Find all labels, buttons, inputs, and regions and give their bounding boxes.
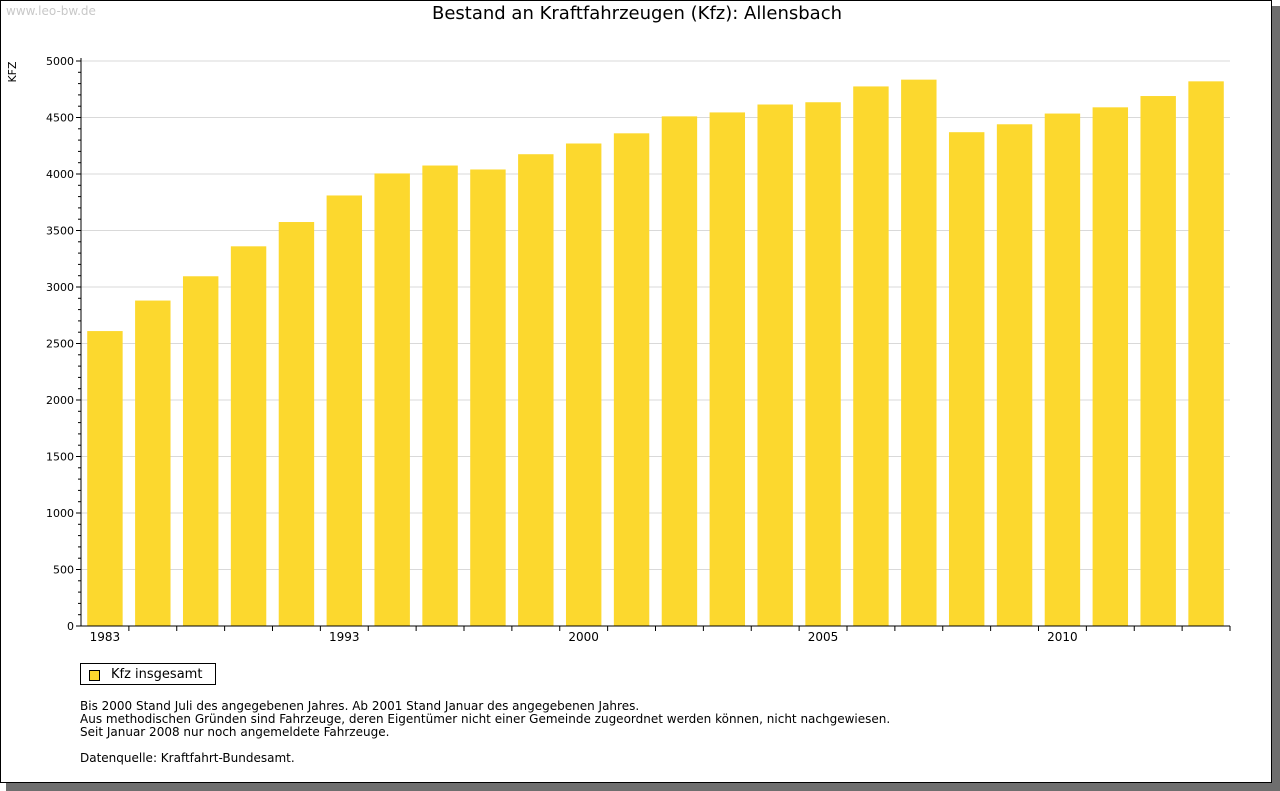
x-tick-label: 1983 <box>90 630 121 644</box>
bar <box>709 112 746 627</box>
bar <box>87 331 123 626</box>
legend-swatch <box>89 670 100 681</box>
y-tick-label: 5000 <box>46 55 74 68</box>
legend: Kfz insgesamt <box>80 663 216 685</box>
bar <box>230 246 267 626</box>
x-tick-label: 1993 <box>329 630 360 644</box>
footnotes: Bis 2000 Stand Juli des angegebenen Jahr… <box>80 700 890 765</box>
bar <box>1092 107 1129 626</box>
x-tick-label: 2005 <box>808 630 839 644</box>
x-tick-label: 2000 <box>568 630 599 644</box>
bar <box>182 276 219 626</box>
y-tick-label: 500 <box>53 564 74 577</box>
bar <box>948 132 985 626</box>
bar <box>757 104 793 626</box>
bar <box>470 169 506 627</box>
y-tick-label: 2500 <box>46 338 74 351</box>
bar <box>613 133 650 626</box>
bar <box>278 222 315 626</box>
y-tick-label: 4000 <box>46 168 74 181</box>
bar <box>853 86 889 627</box>
bar <box>422 165 458 626</box>
y-tick-label: 4500 <box>46 112 74 125</box>
bar <box>135 300 171 626</box>
y-tick-label: 2000 <box>46 394 74 407</box>
footnote-line: Bis 2000 Stand Juli des angegebenen Jahr… <box>80 699 640 713</box>
bar <box>1140 96 1176 626</box>
footnote-line: Seit Januar 2008 nur noch angemeldete Fa… <box>80 725 390 739</box>
watermark: www.leo-bw.de <box>6 4 96 18</box>
legend-label: Kfz insgesamt <box>111 667 203 682</box>
x-tick-label: 2010 <box>1047 630 1078 644</box>
chart-title: Bestand an Kraftfahrzeugen (Kfz): Allens… <box>431 3 842 24</box>
bar <box>326 195 363 626</box>
bar <box>1044 113 1081 627</box>
bar <box>1188 81 1224 627</box>
bar <box>374 173 410 626</box>
frame-shadow-right <box>1272 6 1280 791</box>
footnote-line: Aus methodischen Gründen sind Fahrzeuge,… <box>80 712 891 726</box>
frame-shadow-bottom <box>6 783 1280 791</box>
y-axis-label: KFZ <box>6 61 19 83</box>
y-tick-label: 1000 <box>46 507 74 520</box>
y-tick-label: 3000 <box>46 281 74 294</box>
y-tick-label: 1500 <box>46 451 74 464</box>
bar <box>565 143 602 627</box>
bar <box>661 116 698 627</box>
bar <box>805 102 841 627</box>
data-source: Datenquelle: Kraftfahrt-Bundesamt. <box>80 751 295 765</box>
bar <box>901 79 937 626</box>
y-tick-label: 3500 <box>46 225 74 238</box>
bar <box>996 124 1033 626</box>
bar <box>518 154 554 626</box>
y-tick-label: 0 <box>67 620 74 633</box>
